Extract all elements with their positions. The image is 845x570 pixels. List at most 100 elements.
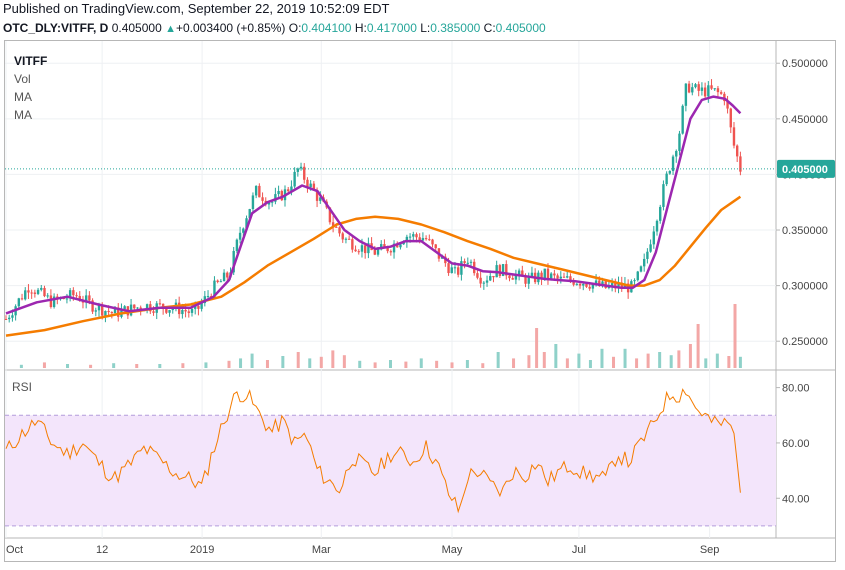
legend-symbol[interactable]: VITFF xyxy=(14,54,48,68)
candle-body xyxy=(642,258,646,267)
candle-body xyxy=(72,290,75,296)
volume-bar xyxy=(227,360,231,368)
candle-body xyxy=(165,308,168,313)
candle-body xyxy=(591,283,595,289)
candle-body xyxy=(501,264,505,276)
candle-body xyxy=(360,245,364,252)
candle-body xyxy=(287,189,290,192)
candle-body xyxy=(524,275,527,284)
rsi-tick-label: 40.00 xyxy=(782,493,810,505)
triangle-up-icon: ▲ xyxy=(165,23,176,35)
candle-body xyxy=(421,238,425,241)
candle-body xyxy=(94,310,97,312)
chart-frame[interactable] xyxy=(4,40,836,562)
time-tick-label: 2019 xyxy=(190,544,214,556)
candle-body xyxy=(700,87,704,91)
legend-ma2[interactable]: MA xyxy=(14,108,32,122)
volume-bar xyxy=(296,352,300,368)
candle-body xyxy=(347,238,351,240)
candle-body xyxy=(553,273,556,276)
volume-bar xyxy=(688,344,692,368)
candle-body xyxy=(549,273,553,279)
volume-bar xyxy=(239,358,243,368)
candle-body xyxy=(158,303,162,305)
candle-body xyxy=(312,183,316,191)
candle-body xyxy=(732,127,736,146)
candle-body xyxy=(678,133,681,151)
candle-body xyxy=(665,173,668,185)
candle-body xyxy=(206,296,210,298)
candle-body xyxy=(101,304,104,316)
candle-body xyxy=(412,234,415,237)
candle-body xyxy=(40,287,43,290)
candle-body xyxy=(261,197,264,201)
candle-body xyxy=(373,250,377,255)
time-tick-label: Mar xyxy=(312,544,331,556)
candle-body xyxy=(187,311,190,313)
rsi-band xyxy=(5,415,776,526)
candle-body xyxy=(594,280,598,284)
candle-body xyxy=(569,276,572,281)
candle-body xyxy=(258,185,261,198)
candle-body xyxy=(303,166,306,180)
volume-bar xyxy=(419,358,423,368)
candle-body xyxy=(97,304,101,311)
volume-bar xyxy=(481,363,485,368)
candle-body xyxy=(145,304,149,311)
candle-body xyxy=(514,274,518,280)
volume-bar xyxy=(738,356,742,368)
candle-body xyxy=(136,307,139,309)
time-tick-label: May xyxy=(442,544,463,556)
candle-body xyxy=(450,267,453,274)
candle-body xyxy=(668,171,672,174)
candle-body xyxy=(251,195,255,210)
volume-bar xyxy=(42,362,46,368)
volume-bar xyxy=(727,356,731,368)
candle-body xyxy=(713,88,716,90)
candle-body xyxy=(492,276,495,278)
candle-body xyxy=(460,261,463,275)
candle-body xyxy=(274,194,277,202)
last-price-tag xyxy=(777,159,835,178)
price-tick-label: 0.300000 xyxy=(782,281,828,293)
volume-bar xyxy=(404,361,408,368)
volume-bar xyxy=(677,350,681,368)
candle-body xyxy=(694,84,697,88)
published-line: Published on TradingView.com, September … xyxy=(3,1,390,16)
candle-body xyxy=(43,287,46,297)
candle-body xyxy=(4,318,8,320)
candle-body xyxy=(306,179,309,188)
ma-slow-line xyxy=(5,195,742,337)
rsi-label[interactable]: RSI xyxy=(12,380,33,394)
candle-body xyxy=(270,201,274,203)
candle-body xyxy=(319,197,322,201)
candle-body xyxy=(386,246,389,252)
candle-body xyxy=(184,309,187,312)
candle-body xyxy=(27,290,30,293)
candle-body xyxy=(335,226,338,228)
candle-body xyxy=(735,145,739,157)
legend-ma1[interactable]: MA xyxy=(14,90,32,104)
legend-vol[interactable]: Vol xyxy=(14,72,31,86)
candle-body xyxy=(415,234,418,238)
volume-bar xyxy=(696,324,700,368)
volume-bar xyxy=(733,304,737,368)
volume-bar xyxy=(435,360,439,368)
volume-bar xyxy=(527,355,531,368)
candle-body xyxy=(598,280,601,286)
candle-body xyxy=(505,264,508,276)
low-value: 0.385000 xyxy=(430,21,481,35)
time-tick-label: Oct xyxy=(6,544,23,556)
candle-body xyxy=(299,166,303,169)
candle-body xyxy=(235,239,239,251)
candle-body xyxy=(17,298,21,307)
candle-body xyxy=(392,243,396,253)
candle-body xyxy=(466,262,470,264)
candle-body xyxy=(389,251,393,253)
candle-body xyxy=(24,290,27,300)
candle-body xyxy=(65,298,69,300)
candle-body xyxy=(424,238,428,240)
candle-body xyxy=(267,202,271,205)
candle-body xyxy=(232,250,235,273)
